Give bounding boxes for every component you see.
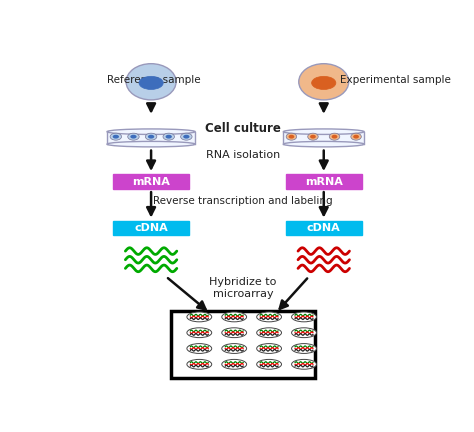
Ellipse shape xyxy=(283,141,364,147)
Ellipse shape xyxy=(181,133,192,140)
Ellipse shape xyxy=(163,133,174,140)
FancyBboxPatch shape xyxy=(107,132,195,144)
Text: Experimental sample: Experimental sample xyxy=(340,75,451,85)
Ellipse shape xyxy=(146,133,157,140)
Ellipse shape xyxy=(351,133,361,140)
Ellipse shape xyxy=(292,343,317,353)
Ellipse shape xyxy=(187,359,212,369)
Ellipse shape xyxy=(257,359,282,369)
Ellipse shape xyxy=(222,312,246,322)
Ellipse shape xyxy=(126,64,176,100)
Ellipse shape xyxy=(139,76,163,89)
FancyBboxPatch shape xyxy=(286,221,362,235)
Text: RNA isolation: RNA isolation xyxy=(206,150,280,160)
Ellipse shape xyxy=(257,343,282,353)
Ellipse shape xyxy=(283,129,364,134)
Ellipse shape xyxy=(110,133,121,140)
Ellipse shape xyxy=(130,135,137,139)
Ellipse shape xyxy=(310,135,316,139)
Ellipse shape xyxy=(257,328,282,338)
Ellipse shape xyxy=(128,133,139,140)
Ellipse shape xyxy=(113,135,119,139)
Text: mRNA: mRNA xyxy=(305,177,343,187)
FancyBboxPatch shape xyxy=(171,311,315,378)
Ellipse shape xyxy=(311,76,336,89)
Ellipse shape xyxy=(257,312,282,322)
Text: Cell culture: Cell culture xyxy=(205,122,281,135)
FancyBboxPatch shape xyxy=(113,174,189,189)
Text: cDNA: cDNA xyxy=(134,223,168,233)
FancyBboxPatch shape xyxy=(113,221,189,235)
Ellipse shape xyxy=(332,135,337,139)
Text: cDNA: cDNA xyxy=(307,223,341,233)
Text: Reference sample: Reference sample xyxy=(107,75,201,85)
Ellipse shape xyxy=(187,328,212,338)
Ellipse shape xyxy=(148,135,154,139)
Ellipse shape xyxy=(222,328,246,338)
Ellipse shape xyxy=(289,135,294,139)
Ellipse shape xyxy=(292,359,317,369)
Text: Reverse transcription and labeling: Reverse transcription and labeling xyxy=(153,196,333,206)
FancyBboxPatch shape xyxy=(286,174,362,189)
Ellipse shape xyxy=(299,64,349,100)
Ellipse shape xyxy=(222,343,246,353)
Ellipse shape xyxy=(286,133,297,140)
FancyBboxPatch shape xyxy=(283,132,364,144)
Ellipse shape xyxy=(329,133,340,140)
Text: Hybridize to
microarray: Hybridize to microarray xyxy=(209,277,277,299)
Ellipse shape xyxy=(292,328,317,338)
Ellipse shape xyxy=(308,133,318,140)
Ellipse shape xyxy=(107,141,195,147)
Ellipse shape xyxy=(183,135,190,139)
Ellipse shape xyxy=(353,135,359,139)
Ellipse shape xyxy=(165,135,172,139)
Ellipse shape xyxy=(187,312,212,322)
Ellipse shape xyxy=(222,359,246,369)
Text: mRNA: mRNA xyxy=(132,177,170,187)
Ellipse shape xyxy=(187,343,212,353)
Ellipse shape xyxy=(292,312,317,322)
Ellipse shape xyxy=(107,129,195,134)
